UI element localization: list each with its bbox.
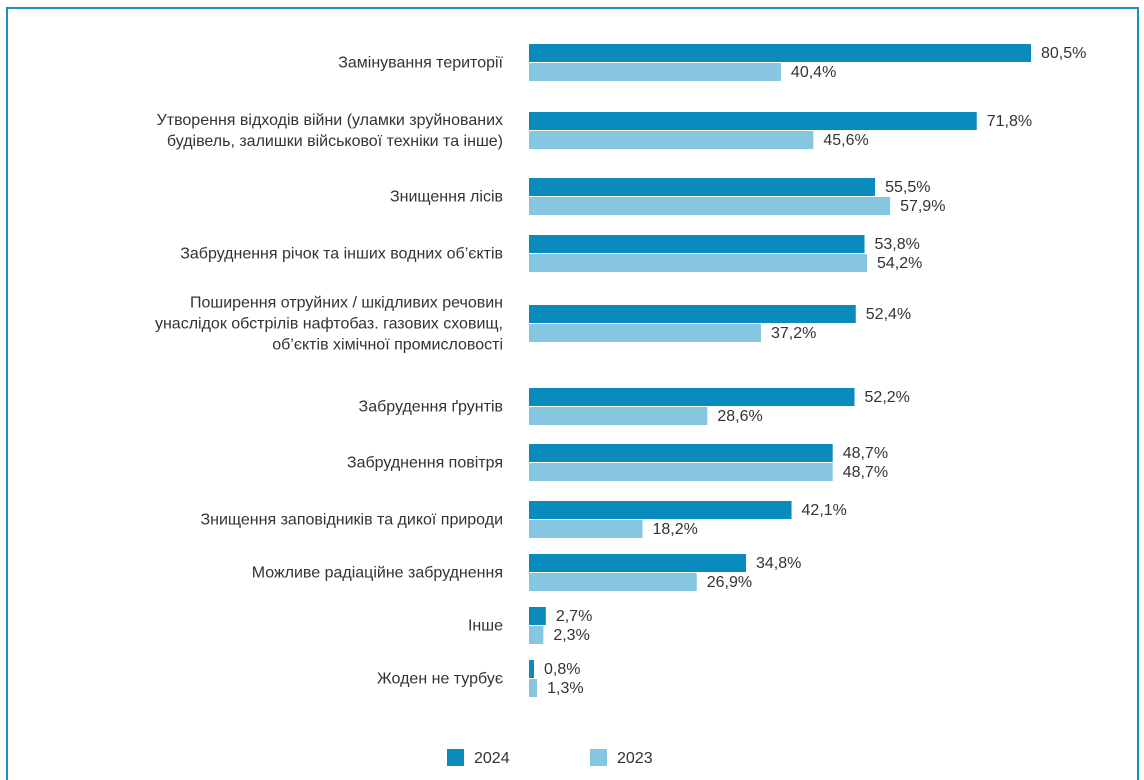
value-label: 57,9% (900, 198, 945, 215)
bar (529, 520, 643, 538)
legend-label: 2023 (617, 750, 653, 767)
category-label: Утворення відходів війни (уламки зруйнов… (156, 111, 503, 150)
bar (529, 235, 865, 253)
value-label: 48,7% (843, 464, 888, 481)
category-label: Поширення отруйних / шкідливих речовин у… (154, 294, 503, 353)
bar (529, 626, 544, 644)
bar (529, 501, 792, 519)
value-label: 0,8% (544, 661, 580, 678)
value-label: 18,2% (652, 521, 697, 538)
category-label: Забрудення ґрунтів (358, 398, 503, 415)
bar (529, 197, 891, 215)
category-label: Знищення заповідників та дикої природи (200, 511, 503, 528)
bar (529, 407, 708, 425)
value-label: 37,2% (771, 325, 816, 342)
bar (529, 254, 867, 272)
bar (529, 573, 697, 591)
value-label: 54,2% (877, 255, 922, 272)
value-label: 2,7% (556, 608, 592, 625)
category-label: Замінування території (338, 54, 503, 71)
value-label: 28,6% (717, 408, 762, 425)
category-label: Жоден не турбує (376, 670, 503, 687)
category-label: Знищення лісів (389, 188, 503, 205)
value-label: 52,2% (865, 389, 910, 406)
bar (529, 44, 1031, 62)
value-label: 45,6% (823, 132, 868, 149)
bar (529, 463, 833, 481)
value-label: 80,5% (1041, 45, 1086, 62)
category-label: Інше (467, 617, 503, 634)
bar (529, 63, 781, 81)
value-label: 48,7% (843, 445, 888, 462)
legend-swatch (447, 749, 464, 766)
bar (529, 554, 747, 572)
bar (529, 112, 977, 130)
bar (529, 444, 833, 462)
value-label: 53,8% (874, 236, 919, 253)
legend-label: 2024 (474, 750, 510, 767)
value-label: 55,5% (885, 179, 930, 196)
bar (529, 178, 876, 196)
value-label: 40,4% (791, 64, 836, 81)
value-label: 42,1% (802, 502, 847, 519)
bar (529, 131, 814, 149)
category-label: Забруднення повітря (346, 454, 503, 471)
frame (6, 7, 1139, 780)
bar (529, 305, 856, 323)
value-label: 34,8% (756, 555, 801, 572)
bar (529, 679, 538, 697)
value-label: 26,9% (707, 574, 752, 591)
category-label: Можливе радіаційне забруднення (251, 564, 503, 581)
value-label: 71,8% (987, 113, 1032, 130)
bar (529, 607, 546, 625)
value-label: 52,4% (866, 306, 911, 323)
category-label: Забруднення річок та інших водних об’єкт… (180, 245, 503, 262)
bar (529, 388, 855, 406)
bar (529, 660, 534, 678)
value-label: 2,3% (553, 627, 589, 644)
legend-swatch (590, 749, 607, 766)
bar (529, 324, 761, 342)
value-label: 1,3% (547, 680, 583, 697)
